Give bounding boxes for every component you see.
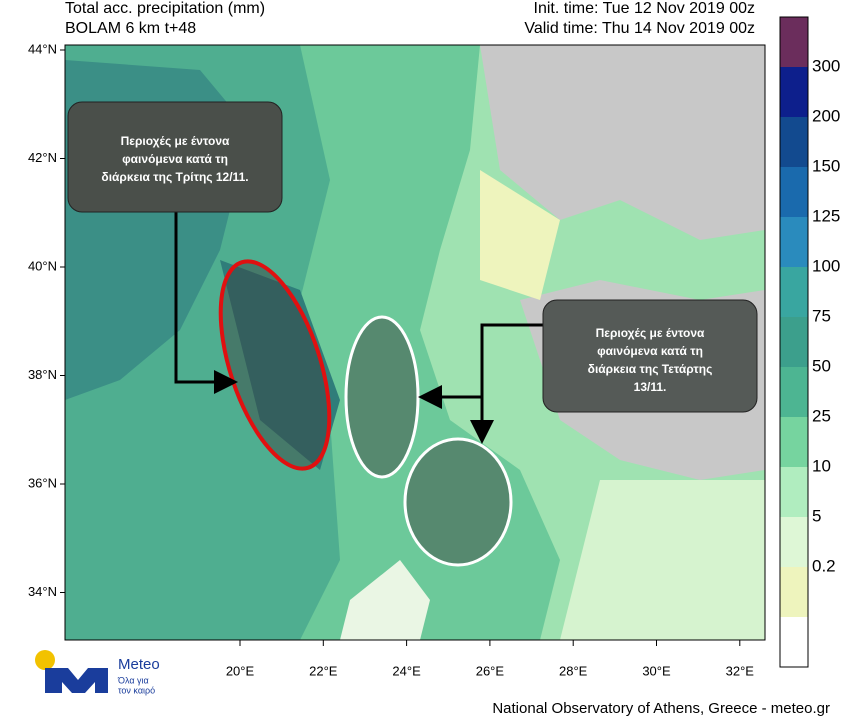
colorbar-band [780, 367, 808, 417]
annotation-text: Περιοχές με έντονα [596, 326, 705, 340]
highlight-wednesday [403, 437, 513, 567]
colorbar-band [780, 467, 808, 517]
lon-label: 28°E [559, 663, 588, 678]
colorbar-band [780, 67, 808, 117]
colorbar-band [780, 417, 808, 467]
lon-label: 22°E [309, 663, 338, 678]
colorbar-label: 25 [812, 406, 831, 425]
colorbar-band [780, 17, 808, 67]
lat-axis: 44°N 42°N 40°N 38°N 36°N 34°N [28, 41, 65, 599]
lat-label: 36°N [28, 475, 57, 490]
colorbar-label: 100 [812, 256, 840, 275]
colorbar-band [780, 267, 808, 317]
colorbar-label: 300 [812, 56, 840, 75]
colorbar: 300 200 150 125 100 75 50 25 10 5 0.2 [779, 16, 840, 668]
colorbar-label: 150 [812, 156, 840, 175]
lon-label: 24°E [392, 663, 421, 678]
logo-mark [45, 668, 108, 693]
colorbar-label: 5 [812, 506, 821, 525]
colorbar-frame [779, 16, 809, 668]
lon-label: 20°E [226, 663, 255, 678]
colorbar-band [780, 567, 808, 617]
lat-label: 42°N [28, 150, 57, 165]
annotation-text: διάρκεια της Τρίτης 12/11. [101, 170, 248, 184]
annotation-box [67, 101, 283, 213]
logo-tagline: Όλα για [117, 675, 149, 685]
annotation-text: Περιοχές με έντονα [121, 134, 230, 148]
lat-label: 34°N [28, 584, 57, 599]
arrow [174, 212, 238, 394]
colorbar-band [780, 117, 808, 167]
arrow [470, 323, 545, 444]
colorbar-label: 0.2 [812, 556, 836, 575]
colorbar-band [780, 517, 808, 567]
lon-axis: 20°E 22°E 24°E 26°E 28°E 30°E 32°E [226, 640, 754, 678]
subtitle: BOLAM 6 km t+48 [65, 20, 196, 37]
lon-label: 26°E [476, 663, 505, 678]
annotation-text: φαινόμενα κατά τη [597, 344, 703, 358]
init-time: Init. time: Tue 12 Nov 2019 00z [534, 0, 755, 17]
footer: National Observatory of Athens, Greece -… [492, 700, 830, 717]
colorbar-label: 10 [812, 456, 831, 475]
colorbar-label: 125 [812, 206, 840, 225]
lon-label: 30°E [642, 663, 671, 678]
colorbar-band [780, 317, 808, 367]
colorbar-label: 200 [812, 106, 840, 125]
colorbar-band [780, 167, 808, 217]
logo-name: Meteo [118, 656, 160, 673]
title: Total acc. precipitation (mm) [65, 0, 265, 17]
colorbar-label: 75 [812, 306, 831, 325]
map-frame [64, 44, 766, 641]
annotations: Περιοχές με έντονα φαινόμενα κατά τη διάρκ… [101, 134, 712, 394]
colorbar-label: 50 [812, 356, 831, 375]
lat-label: 40°N [28, 258, 57, 273]
valid-time: Valid time: Thu 14 Nov 2019 00z [524, 20, 755, 37]
logo-tagline: τον καιρό [118, 685, 155, 695]
highlight-wednesday [344, 315, 420, 479]
lat-label: 44°N [28, 41, 57, 56]
annotation-text: 13/11. [634, 380, 667, 394]
colorbar-band [780, 617, 808, 667]
lat-label: 38°N [28, 367, 57, 382]
annotation-text: διάρκεια της Τετάρτης [588, 362, 713, 376]
annotation-text: φαινόμενα κατά τη [122, 152, 228, 166]
annotation-box [542, 299, 758, 413]
lon-label: 32°E [726, 663, 755, 678]
colorbar-band [780, 217, 808, 267]
logo-sun [35, 650, 55, 670]
